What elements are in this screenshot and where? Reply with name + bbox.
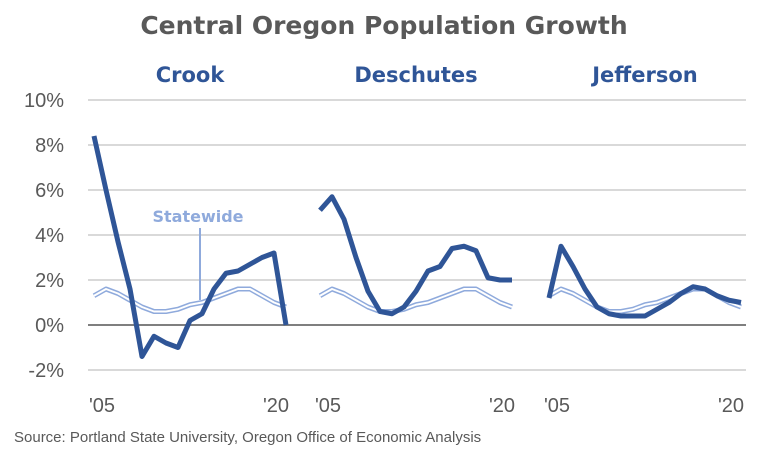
gridlines [88,99,746,371]
y-axis: -2% 0% 2% 4% 6% 8% 10% [24,90,64,382]
x-tick-label: '05 [89,395,115,417]
x-tick-label: '20 [718,395,744,417]
x-tick-label: '05 [544,395,570,417]
y-tick-label: 10% [24,90,64,112]
panel-crook: Crook '05 '20 [89,63,289,417]
y-tick-label: 8% [35,135,64,157]
y-tick-label: 0% [35,315,64,337]
x-tick-label: '20 [263,395,289,417]
y-tick-label: 4% [35,225,64,247]
x-tick-label: '20 [489,395,515,417]
panel-jefferson: Jefferson '05 '20 [544,63,744,417]
panel-deschutes: Deschutes '05 '20 [315,63,515,417]
x-tick-label: '05 [315,395,341,417]
y-tick-label: -2% [28,360,64,382]
statewide-line-inner [93,288,287,313]
statewide-line-inner [319,288,513,313]
chart-title: Central Oregon Population Growth [140,11,627,40]
statewide-label: Statewide [152,207,243,226]
y-tick-label: 2% [35,270,64,292]
source-note: Source: Portland State University, Orego… [14,429,481,446]
panels: Crook '05 '20 Deschutes '05 '20 Jefferson '05 '2… [89,63,744,417]
county-line [91,135,289,359]
panel-title: Jefferson [590,63,698,87]
panel-title: Crook [156,63,226,87]
y-tick-label: 6% [35,180,64,202]
panel-title: Deschutes [354,63,477,87]
statewide-annotation: Statewide [152,207,244,300]
